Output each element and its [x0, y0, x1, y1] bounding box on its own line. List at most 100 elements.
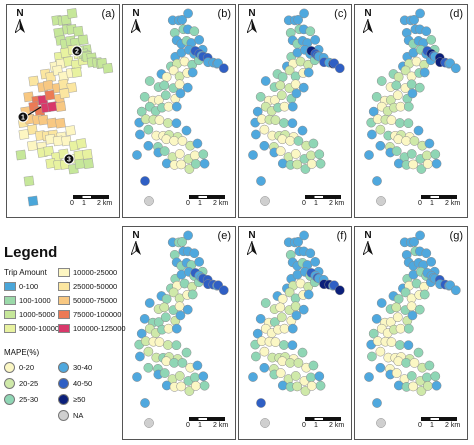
station-dot	[275, 368, 286, 378]
mape-dot-map	[364, 230, 461, 428]
station-dot	[414, 82, 425, 93]
station-dot	[285, 358, 296, 368]
station-dot	[287, 118, 298, 129]
station-dot	[305, 26, 316, 37]
marker-arrow	[27, 106, 42, 116]
station-dot	[163, 340, 173, 350]
station-dot	[177, 14, 187, 25]
panel-label: (b)	[217, 8, 231, 20]
station-dot	[190, 372, 200, 383]
station-dot	[409, 358, 420, 368]
station-dot	[426, 35, 437, 45]
station-dot	[299, 8, 309, 19]
station-dot	[144, 298, 155, 308]
scale-tick: 1	[82, 200, 86, 207]
station-dot	[310, 257, 321, 267]
station-dot	[393, 294, 404, 304]
station-dot	[171, 118, 182, 129]
north-label: N	[248, 230, 256, 241]
station-dot	[287, 101, 298, 112]
scale-tick: 2 km	[445, 422, 461, 429]
scale-tick: 1	[430, 200, 434, 207]
north-arrow: N	[129, 8, 143, 33]
station-dot	[190, 150, 200, 161]
scale-tick: 2 km	[329, 200, 345, 207]
station-dot	[163, 323, 174, 334]
legend-item-mape: 40-50	[58, 378, 92, 389]
station-dot	[252, 106, 263, 117]
station-dot	[159, 302, 170, 313]
station-dot	[416, 386, 427, 396]
station-dot	[413, 347, 424, 358]
mape-title: MAPE(%)	[4, 348, 40, 357]
station-dot	[284, 287, 295, 298]
station-dot	[391, 302, 402, 313]
legend: Legend Trip Amount 0-100 100-1000 1000-5…	[2, 238, 126, 444]
grid-cell	[59, 88, 70, 99]
legend-item-mape: ≥50	[58, 394, 85, 405]
grid-cell	[66, 8, 78, 19]
station-dot	[284, 65, 295, 76]
legend-dot	[4, 378, 15, 389]
station-dot	[408, 159, 419, 170]
station-dot	[174, 301, 185, 312]
station-dot	[305, 248, 316, 259]
station-dot	[290, 371, 301, 381]
station-dot	[290, 149, 301, 159]
station-dot	[415, 8, 425, 19]
station-dot	[376, 298, 387, 308]
station-dot	[430, 371, 441, 382]
scale-tick: 2 km	[213, 422, 229, 429]
legend-dot	[4, 394, 15, 405]
station-dot	[372, 398, 382, 408]
station-dot	[450, 63, 461, 74]
station-dot	[276, 312, 287, 323]
legend-item-trip: 5000-10000	[4, 324, 59, 333]
station-dot	[198, 371, 209, 382]
north-label: N	[248, 8, 256, 19]
station-dot	[143, 140, 154, 151]
legend-dot	[58, 394, 69, 405]
station-dot	[256, 176, 266, 186]
station-dot	[144, 418, 154, 428]
station-dot	[303, 289, 314, 300]
scale-bar: 0 1 2 km	[69, 193, 113, 211]
station-dot	[190, 381, 201, 391]
station-dot	[401, 136, 412, 146]
legend-swatch	[4, 324, 16, 333]
station-dot	[292, 381, 303, 392]
station-dot	[160, 312, 171, 323]
station-dot	[334, 63, 345, 74]
legend-swatch	[58, 268, 70, 277]
scale-tick: 0	[186, 200, 190, 207]
station-dot	[199, 158, 210, 169]
legend-item-mape: NA	[58, 410, 83, 421]
station-dot	[275, 302, 286, 313]
station-dot	[315, 380, 326, 391]
station-dot	[393, 72, 404, 82]
legend-item-trip: 1000-5000	[4, 310, 55, 319]
legend-swatch	[58, 296, 70, 305]
map-panel-e: N (e) 0 1 2 km	[122, 226, 236, 440]
station-dot	[139, 314, 150, 324]
station-dot	[260, 418, 270, 428]
north-arrow-icon	[363, 19, 373, 33]
panel-label: (f)	[336, 230, 347, 242]
station-dot	[367, 351, 377, 362]
scale-tick: 0	[418, 422, 422, 429]
grid-cell	[55, 117, 66, 129]
station-dot	[395, 340, 405, 350]
north-arrow: N	[361, 230, 375, 255]
station-dot	[259, 362, 270, 373]
station-dot	[297, 347, 308, 358]
grid-cell	[66, 82, 78, 93]
station-dot	[375, 124, 386, 135]
station-dot	[194, 257, 205, 267]
station-dot	[252, 328, 263, 339]
station-dot	[403, 340, 414, 351]
station-dot	[270, 337, 281, 347]
station-dot	[183, 8, 193, 19]
panel-label: (a)	[101, 8, 115, 20]
station-dot	[376, 418, 386, 428]
station-dot	[292, 159, 303, 170]
